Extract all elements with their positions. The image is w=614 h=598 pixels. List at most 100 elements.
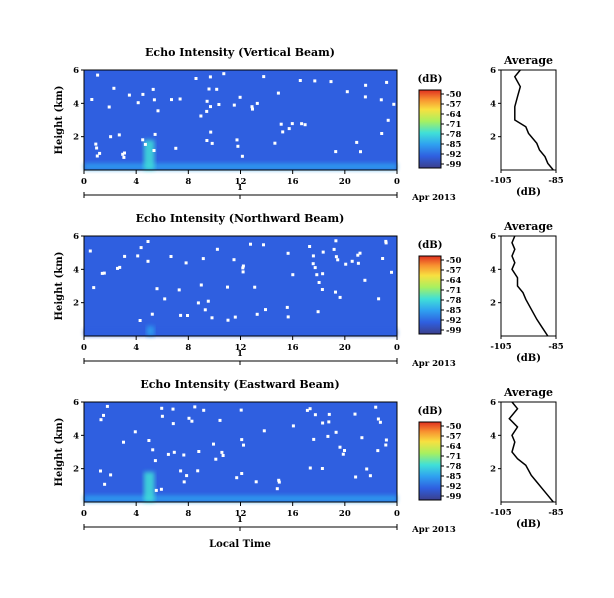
- missing-data-pixel: [264, 308, 267, 312]
- missing-data-pixel: [174, 146, 178, 150]
- missing-data-pixel: [277, 480, 281, 484]
- date-label: Apr 2013: [411, 193, 456, 203]
- missing-data-pixel: [102, 271, 106, 275]
- profile-title: Average: [503, 220, 553, 233]
- missing-data-pixel: [138, 319, 142, 322]
- time-bar: 1 Apr 2013: [83, 349, 456, 369]
- missing-data-pixel: [360, 436, 364, 440]
- y-tick-label: 4: [490, 265, 496, 275]
- average-profile-line: [513, 69, 554, 171]
- colorbar-unit: (dB): [418, 74, 443, 85]
- missing-data-pixel: [123, 151, 126, 155]
- missing-data-pixel: [354, 475, 358, 479]
- missing-data-pixel: [262, 75, 266, 79]
- missing-data-pixel: [300, 122, 304, 126]
- missing-data-pixel: [214, 457, 218, 461]
- missing-data-pixel: [193, 405, 197, 409]
- x-tick-label: 0: [81, 177, 87, 187]
- colorbar-tick-label: -50: [446, 256, 461, 266]
- missing-data-pixel: [321, 421, 325, 425]
- missing-data-pixel: [386, 118, 390, 122]
- missing-data-pixel: [122, 440, 125, 444]
- x-axis-label: Local Time: [209, 539, 271, 550]
- missing-data-pixel: [159, 487, 163, 491]
- missing-data-pixel: [313, 79, 317, 83]
- missing-data-pixel: [320, 288, 324, 291]
- profile-panel: Average 6 4 2 -105 -85 (dB): [490, 220, 564, 364]
- missing-data-pixel: [187, 416, 191, 420]
- y-tick-label: 6: [73, 232, 79, 242]
- x-tick-label: 16: [287, 343, 299, 353]
- profile-panel: Average 6 4 2 -105 -85 (dB): [490, 386, 564, 530]
- missing-data-pixel: [94, 142, 98, 146]
- x-ticks: 0 4 8 12 16 20 0: [81, 336, 400, 353]
- missing-data-pixel: [103, 482, 107, 486]
- day-label: 1: [237, 349, 243, 359]
- time-bar: 1 Apr 2013: [83, 515, 456, 535]
- heatmap-marks: [83, 401, 398, 503]
- x-tick-label: 0: [81, 343, 87, 353]
- y-tick-label: 2: [490, 465, 496, 475]
- heatmap-panel-eastward: Echo Intensity (Eastward Beam) Height (k…: [54, 378, 564, 550]
- y-axis-label: Height (km): [54, 418, 65, 487]
- missing-data-pixel: [376, 449, 380, 453]
- missing-data-pixel: [209, 130, 213, 134]
- x-tick-label: 4: [133, 343, 139, 353]
- missing-data-pixel: [170, 98, 173, 102]
- missing-data-pixel: [240, 472, 244, 475]
- missing-data-pixel: [358, 251, 362, 255]
- colorbar-tick-label: -64: [446, 110, 461, 120]
- y-axis-label: Height (km): [54, 86, 65, 155]
- missing-data-pixel: [116, 266, 119, 270]
- missing-data-pixel: [238, 95, 242, 99]
- missing-data-pixel: [218, 418, 222, 422]
- missing-data-pixel: [334, 255, 338, 259]
- missing-data-pixel: [368, 474, 372, 478]
- missing-data-pixel: [166, 452, 170, 456]
- missing-data-pixel: [185, 474, 189, 478]
- missing-data-pixel: [239, 408, 243, 412]
- x-tick-label: 0: [394, 177, 400, 187]
- missing-data-pixel: [105, 404, 109, 408]
- missing-data-pixel: [277, 478, 281, 482]
- missing-data-pixel: [332, 247, 336, 251]
- missing-data-pixel: [329, 80, 333, 84]
- missing-data-pixel: [291, 424, 295, 428]
- missing-data-pixel: [262, 429, 266, 433]
- missing-data-pixel: [171, 407, 175, 411]
- missing-data-pixel: [356, 253, 360, 257]
- profile-frame: [500, 69, 557, 171]
- y-tick-label: 2: [73, 465, 79, 475]
- missing-data-pixel: [380, 132, 384, 135]
- x-tick-label: 4: [133, 177, 139, 187]
- colorbar-tick-label: -50: [446, 422, 461, 432]
- colorbar-tick-label: -50: [446, 90, 461, 100]
- y-tick-label: 4: [73, 99, 79, 109]
- y-tick-label: 4: [73, 431, 79, 441]
- missing-data-pixel: [353, 412, 357, 416]
- missing-data-pixel: [210, 141, 214, 145]
- missing-data-pixel: [154, 488, 158, 492]
- x-tick-label: 20: [339, 343, 351, 353]
- missing-data-pixel: [179, 313, 183, 317]
- colorbar-tick-label: -78: [446, 296, 461, 306]
- missing-data-pixel: [160, 406, 164, 410]
- colorbar-tick-label: -78: [446, 130, 461, 140]
- missing-data-pixel: [203, 308, 207, 312]
- echo-layer: [143, 472, 155, 502]
- missing-data-pixel: [291, 273, 295, 277]
- missing-data-pixel: [179, 469, 183, 473]
- colorbar-unit: (dB): [418, 240, 443, 251]
- missing-data-pixel: [205, 139, 209, 142]
- missing-data-pixel: [147, 439, 151, 442]
- missing-data-pixel: [385, 80, 389, 84]
- missing-data-pixel: [205, 99, 209, 103]
- missing-data-pixel: [146, 240, 150, 243]
- chart-title: Echo Intensity (Vertical Beam): [145, 46, 335, 59]
- missing-data-pixel: [215, 247, 219, 251]
- missing-data-pixel: [233, 315, 237, 319]
- missing-data-pixel: [344, 262, 348, 266]
- x-tick-label: 12: [235, 343, 247, 353]
- missing-data-pixel: [273, 141, 277, 145]
- missing-data-pixel: [241, 270, 245, 274]
